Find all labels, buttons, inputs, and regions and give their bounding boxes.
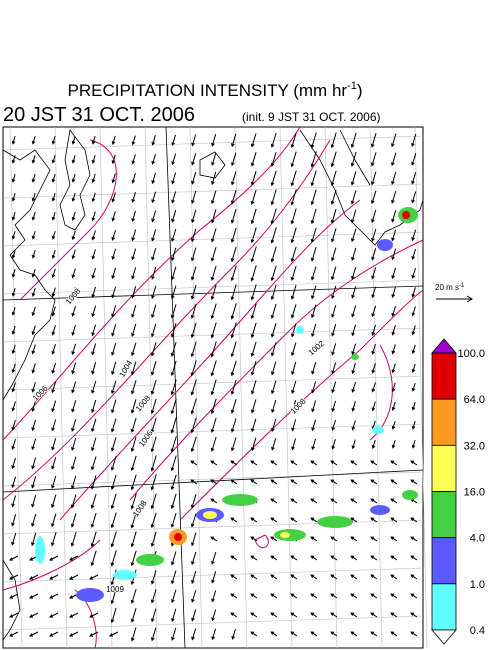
wind-field bbox=[9, 132, 418, 642]
colorbar-label: 64.0 bbox=[464, 394, 485, 406]
colorbar-segment bbox=[431, 444, 457, 492]
rain-cell bbox=[76, 588, 104, 602]
rain-cell bbox=[113, 570, 137, 580]
coast bbox=[2, 149, 56, 401]
init-time: (init. 9 JST 31 OCT. 2006) bbox=[242, 110, 381, 124]
colorbar-label: 16.0 bbox=[464, 487, 485, 499]
colorbar: 100.0 64.0 32.0 16.0 4.0 1.0 0.4 bbox=[431, 338, 485, 645]
rain-cell bbox=[136, 554, 164, 566]
colorbar-bottom bbox=[431, 629, 457, 645]
wind-scale-arrow bbox=[436, 295, 473, 303]
colorbar-label: 4.0 bbox=[470, 533, 485, 545]
isobar bbox=[2, 539, 101, 591]
lon-line bbox=[165, 126, 186, 649]
title: PRECIPITATION INTENSITY (mm hr-1) bbox=[67, 80, 362, 100]
colorbar-segment bbox=[431, 583, 457, 631]
coast bbox=[199, 151, 226, 179]
coast bbox=[59, 129, 91, 231]
rain-cell bbox=[351, 354, 359, 360]
rain-cell bbox=[203, 511, 217, 519]
colorbar-segment bbox=[431, 398, 457, 446]
wind-scale-text: 20 m s bbox=[435, 283, 459, 292]
rain-cell bbox=[174, 533, 182, 541]
coastlines bbox=[2, 129, 424, 641]
rain-cell bbox=[402, 490, 418, 500]
title-text: PRECIPITATION INTENSITY (mm hr bbox=[67, 81, 347, 100]
rain-cell bbox=[280, 532, 290, 538]
colorbar-label: 100.0 bbox=[457, 348, 485, 360]
title-end: ) bbox=[357, 81, 363, 100]
rain-cell bbox=[296, 326, 304, 334]
wind-vectors bbox=[9, 132, 418, 642]
title-sup: -1 bbox=[347, 80, 357, 92]
colorbar-label: 1.0 bbox=[470, 579, 485, 591]
colorbar-segment bbox=[431, 491, 457, 539]
rain-cell bbox=[35, 536, 45, 564]
isobar-label: 1009 bbox=[106, 585, 124, 594]
valid-time: 20 JST 31 OCT. 2006 bbox=[3, 104, 195, 126]
coast bbox=[2, 559, 21, 641]
wind-scale-sup: -1 bbox=[459, 283, 465, 289]
isobar bbox=[59, 199, 361, 521]
isobar bbox=[129, 239, 424, 501]
isobar bbox=[19, 139, 117, 301]
colorbar-segment bbox=[431, 537, 457, 585]
precipitation bbox=[35, 207, 418, 602]
wind-scale-label: 20 m s-1 bbox=[435, 283, 465, 292]
rain-cell bbox=[377, 239, 393, 251]
colorbar-label: 0.4 bbox=[470, 625, 485, 637]
rain-cell bbox=[370, 505, 390, 515]
colorbar-top bbox=[431, 338, 457, 354]
isobar bbox=[179, 289, 424, 521]
rain-cell bbox=[402, 211, 410, 219]
lat-line bbox=[2, 285, 424, 301]
colorbar-label: 32.0 bbox=[464, 440, 485, 452]
rain-cell bbox=[372, 426, 384, 434]
rain-cell bbox=[317, 516, 353, 528]
colorbar-segment bbox=[431, 352, 457, 400]
rain-cell bbox=[222, 494, 258, 506]
isobar bbox=[254, 534, 269, 549]
